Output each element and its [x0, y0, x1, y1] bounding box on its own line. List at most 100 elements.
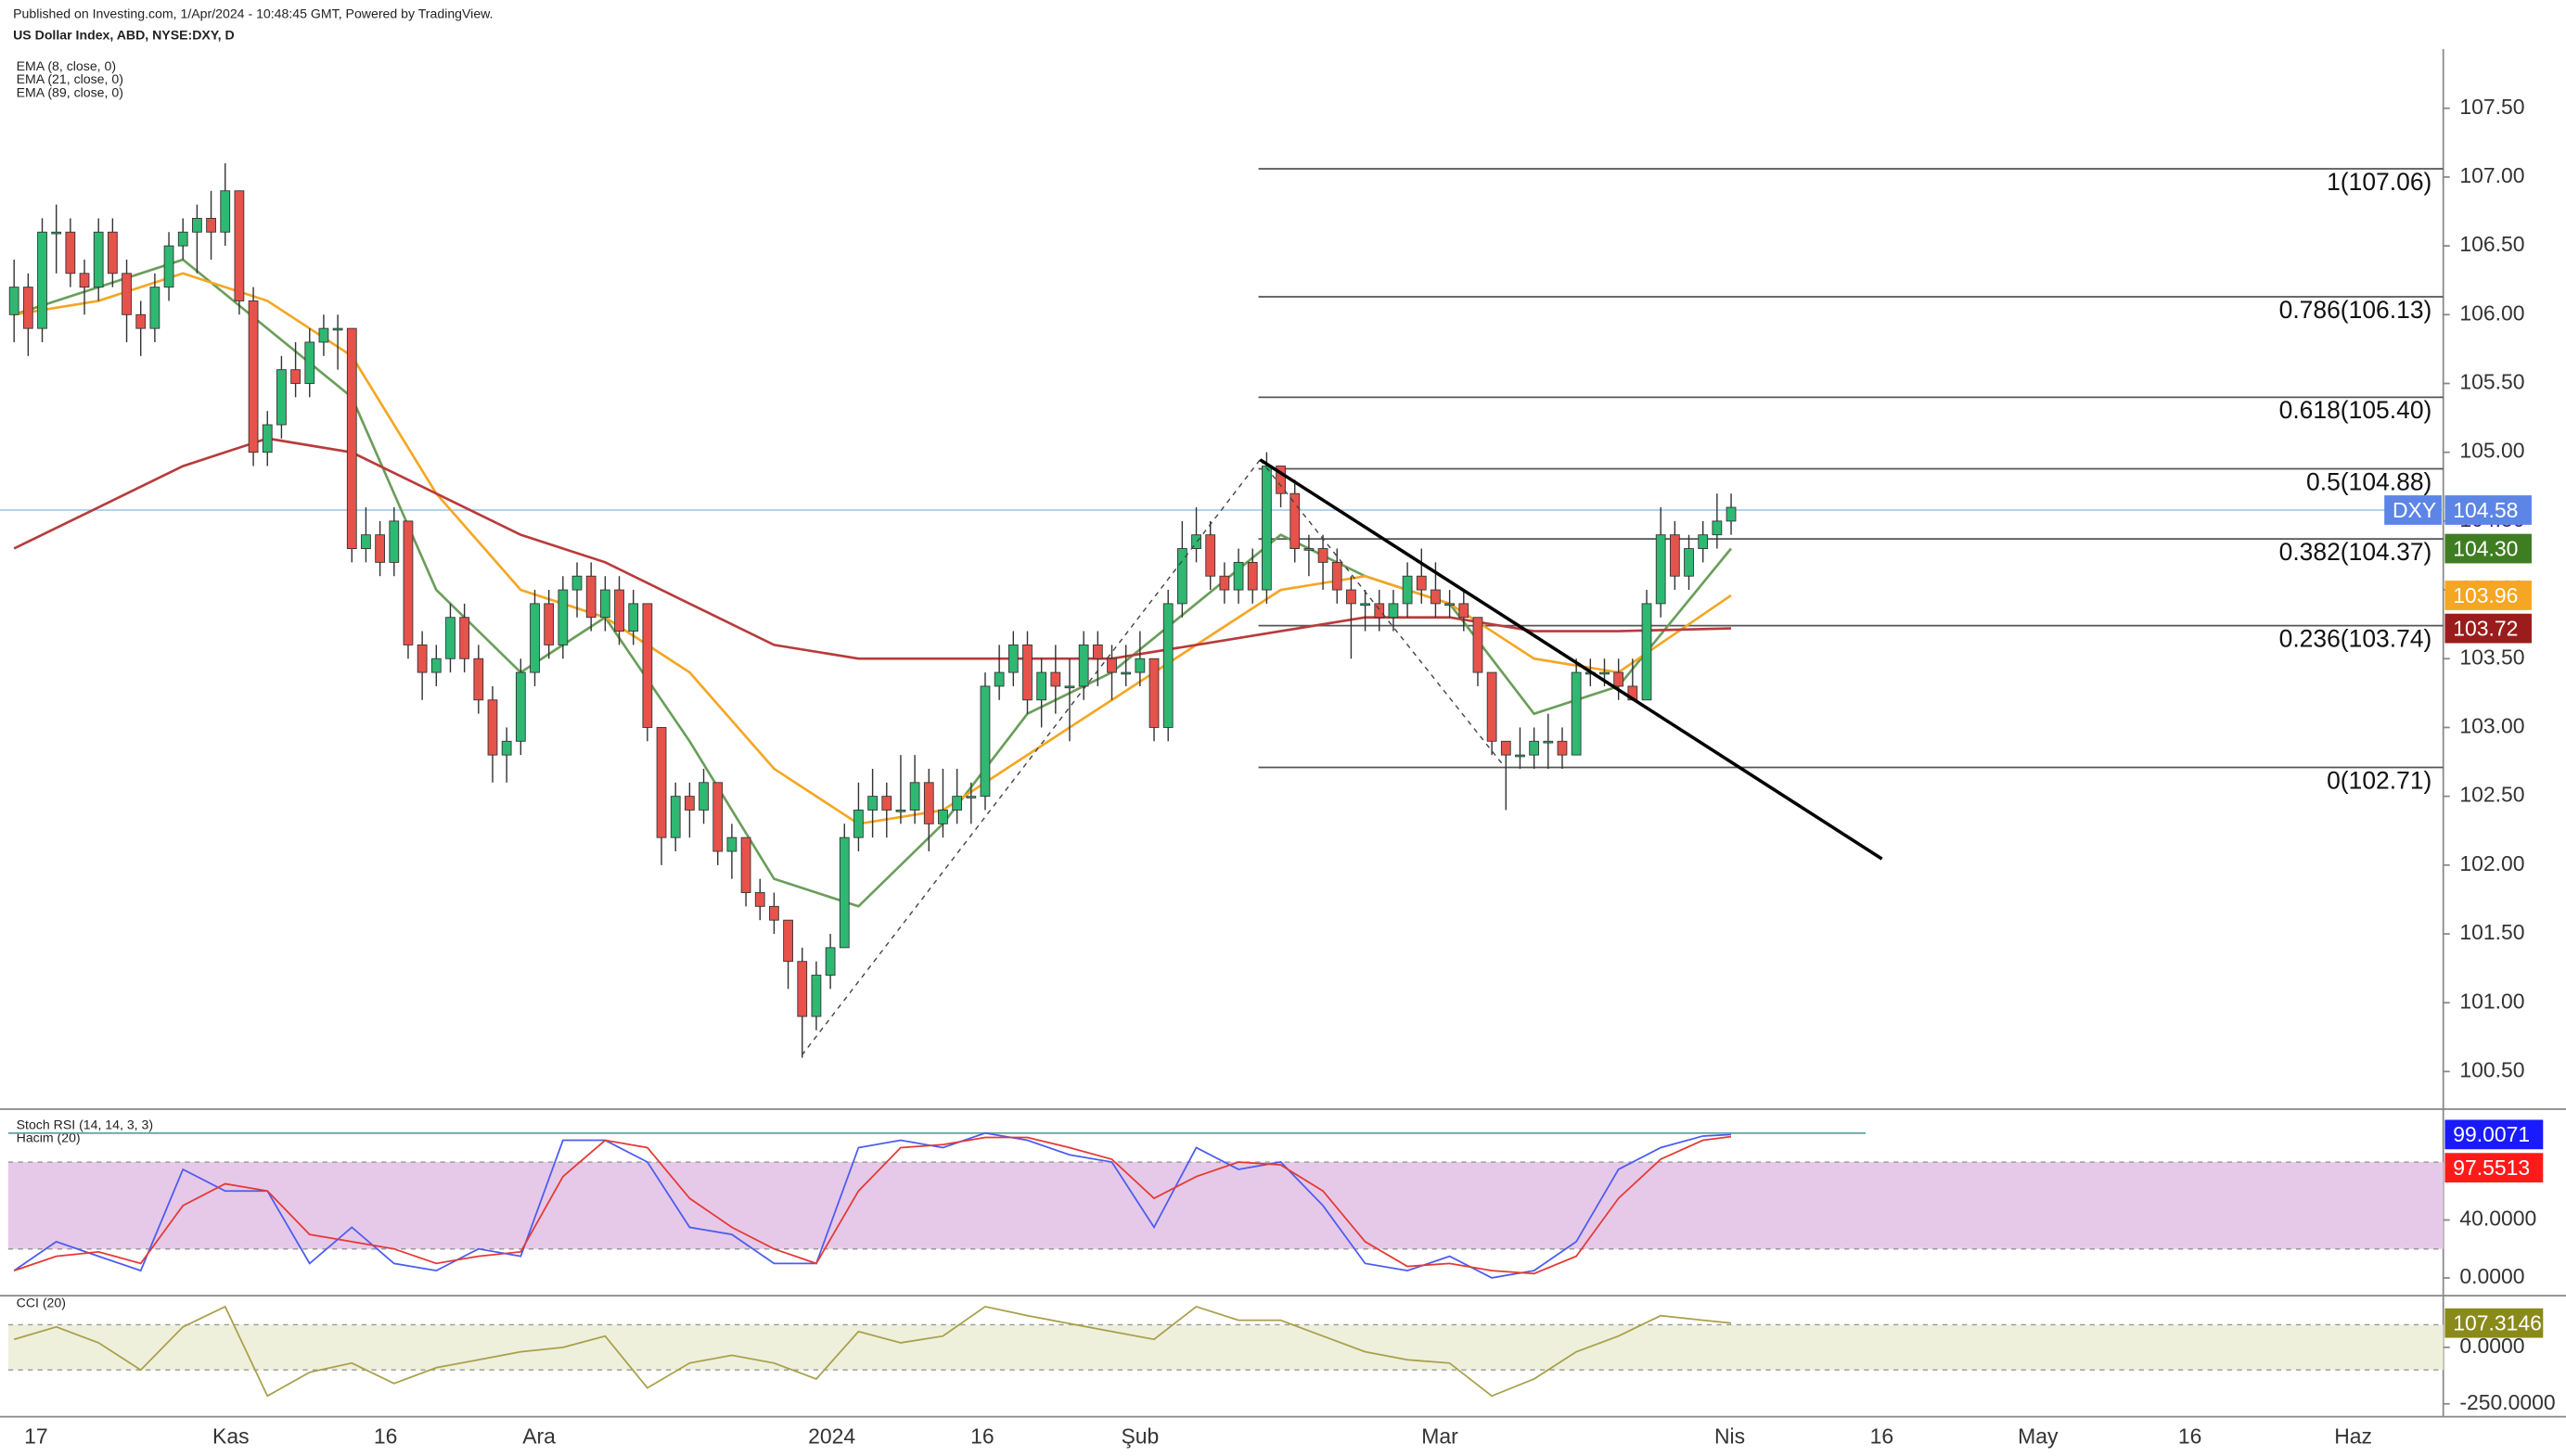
candle-body	[1148, 658, 1160, 728]
x-tick-label: 17	[24, 1424, 47, 1449]
candle-body	[1641, 603, 1652, 701]
y-tick-label: 105.00	[2459, 439, 2524, 463]
indicator-line	[13, 1131, 1732, 1279]
candle-body	[1613, 671, 1624, 687]
candle-body	[1388, 603, 1399, 619]
price-badge-label: 104.30	[2453, 536, 2518, 560]
band-fill	[7, 1324, 2444, 1371]
candle-body	[1515, 754, 1525, 758]
candle-body	[1262, 466, 1272, 591]
x-tick-label: Ara	[522, 1424, 556, 1449]
candle-body	[1669, 534, 1680, 577]
candle-body	[1684, 548, 1694, 577]
candle-body	[628, 603, 639, 632]
y-tick-label: 40.0000	[2459, 1207, 2536, 1231]
x-tick-label: Nis	[1714, 1424, 1745, 1449]
fib-label: 0.5(104.88)	[2306, 467, 2431, 495]
candle-body	[769, 905, 779, 921]
candle-body	[206, 217, 216, 233]
candle-body	[952, 796, 963, 811]
candle-body	[670, 796, 681, 838]
symbol-badge	[2384, 495, 2442, 525]
candle-body	[515, 671, 526, 742]
value-badge	[2444, 1153, 2544, 1183]
candle-body	[1444, 603, 1456, 607]
y-tick-label: -250.0000	[2459, 1390, 2555, 1414]
candle-body	[614, 589, 624, 632]
candle-body	[530, 603, 540, 673]
value-badge-label: 97.5513	[2453, 1156, 2530, 1180]
candle-body	[839, 837, 850, 949]
candle-body	[346, 327, 357, 549]
fib-label: 0.618(105.40)	[2279, 396, 2432, 424]
candle-body	[361, 534, 371, 549]
candle-body	[234, 190, 245, 301]
candle-body	[417, 644, 428, 673]
candle-body	[881, 796, 892, 811]
candle-body	[1219, 575, 1230, 591]
candle-body	[1191, 534, 1201, 549]
candle-body	[1007, 644, 1019, 673]
candle-body	[712, 782, 724, 852]
price-badge-label: 103.96	[2453, 583, 2518, 607]
candle-body	[1078, 644, 1089, 687]
candle-body	[1472, 617, 1483, 673]
x-tick-label: Şub	[1121, 1424, 1159, 1449]
candle-body	[1121, 671, 1132, 675]
candle-body	[867, 796, 878, 811]
candle-body	[430, 658, 442, 673]
y-tick-label: 102.00	[2459, 851, 2524, 875]
candle-body	[895, 810, 906, 812]
symbol-badge-label: DXY	[2393, 498, 2436, 522]
candle-body	[783, 919, 793, 963]
candle-body	[37, 231, 47, 329]
y-tick-label: 0.0000	[2459, 1264, 2524, 1288]
y-tick-label: 102.50	[2459, 783, 2524, 807]
band-fill	[7, 1162, 2444, 1249]
candle-body	[1500, 740, 1511, 756]
candle-body	[473, 658, 484, 701]
candle-body	[825, 947, 836, 976]
chart-title: US Dollar Index, ABD, NYSE:DXY, D	[13, 28, 235, 43]
fib-anchor-line	[1259, 459, 1503, 765]
candle-body	[656, 727, 667, 838]
candle-body	[853, 810, 864, 838]
candle-body	[304, 341, 315, 384]
y-tick-label: 105.50	[2459, 370, 2524, 394]
candle-body	[51, 231, 62, 235]
candle-body	[797, 961, 808, 1017]
legend-entry: EMA (21, close, 0)	[17, 71, 123, 86]
candle-body	[558, 589, 569, 645]
candle-body	[1276, 466, 1286, 494]
candle-body	[571, 575, 583, 591]
indicator-line	[13, 1305, 1732, 1398]
candle-body	[599, 589, 610, 619]
y-tick-label: 101.00	[2459, 989, 2524, 1013]
candle-body	[1331, 561, 1342, 591]
candle-body	[1135, 658, 1146, 673]
x-tick-label: Kas	[212, 1424, 249, 1449]
fib-label: 0.236(103.74)	[2279, 625, 2432, 653]
candle-body	[1176, 548, 1187, 605]
candle-body	[1458, 603, 1469, 619]
value-badge	[2444, 1119, 2544, 1150]
candle-body	[923, 782, 934, 824]
candle-body	[544, 603, 555, 645]
candle-body	[1486, 671, 1497, 742]
candle-body	[1655, 534, 1666, 605]
candle-body	[699, 782, 709, 811]
candle-body	[290, 369, 301, 384]
candle-body	[487, 699, 498, 756]
candle-body	[65, 231, 76, 275]
candle-body	[8, 287, 19, 315]
price-badge	[2444, 495, 2532, 525]
candle-body	[403, 520, 414, 645]
candle-body	[1022, 644, 1033, 701]
candle-body	[685, 796, 695, 811]
candle-body	[1374, 603, 1385, 619]
candle-body	[163, 245, 174, 288]
candle-body	[1402, 575, 1413, 605]
x-tick-label: 16	[970, 1424, 994, 1449]
ema-line	[13, 437, 1732, 660]
price-badge	[2444, 581, 2532, 610]
